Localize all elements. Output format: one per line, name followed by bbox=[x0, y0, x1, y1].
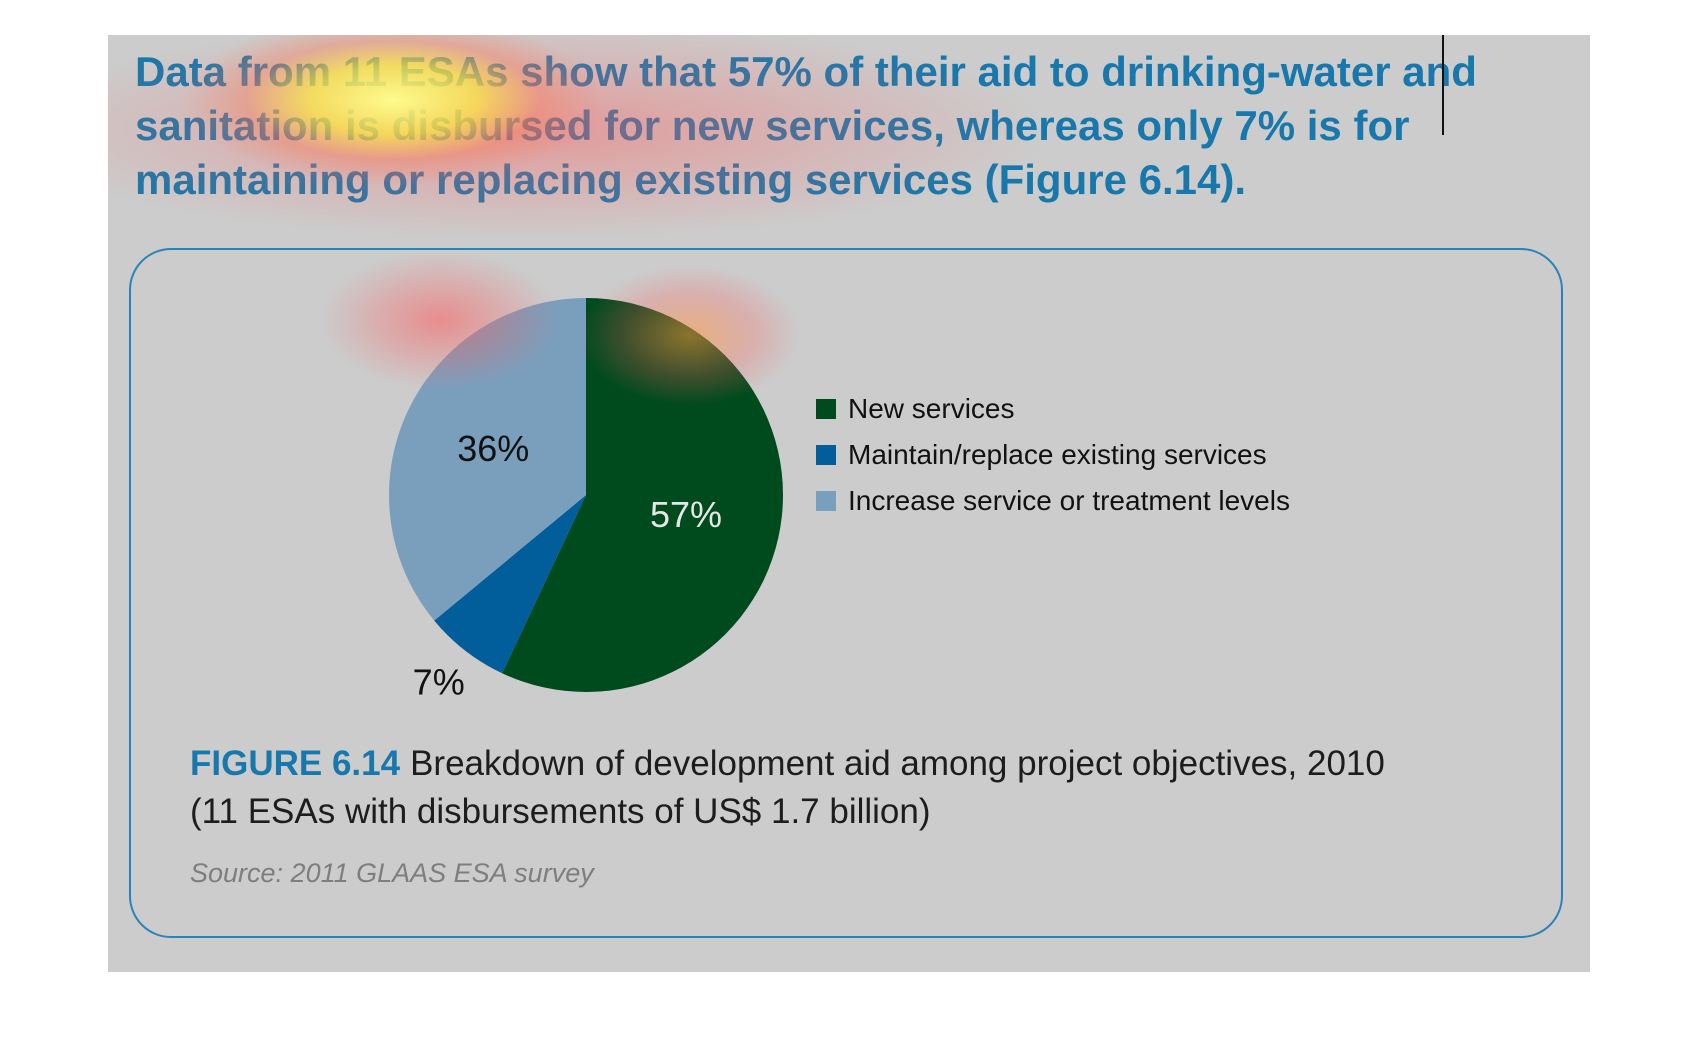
pie-slice-label: 36% bbox=[457, 428, 529, 469]
text-cursor bbox=[1442, 35, 1444, 135]
legend-swatch bbox=[816, 399, 836, 419]
legend-item: Increase service or treatment levels bbox=[816, 478, 1290, 524]
legend-label: Increase service or treatment levels bbox=[848, 485, 1290, 516]
pie-slice-label: 57% bbox=[650, 494, 722, 535]
legend-label: Maintain/replace existing services bbox=[848, 439, 1267, 470]
figure-label: FIGURE 6.14 bbox=[190, 744, 401, 783]
pie-slice-label: 7% bbox=[413, 661, 465, 702]
legend-label: New services bbox=[848, 393, 1015, 424]
figure-frame bbox=[129, 248, 1563, 938]
figure-caption: FIGURE 6.14 Breakdown of development aid … bbox=[190, 740, 1440, 836]
source-note: Source: 2011 GLAAS ESA survey bbox=[190, 858, 594, 888]
figure-caption-text: Breakdown of development aid among proje… bbox=[190, 744, 1385, 831]
legend-swatch bbox=[816, 491, 836, 511]
legend-item: New services bbox=[816, 386, 1290, 432]
chart-legend: New services Maintain/replace existing se… bbox=[816, 386, 1290, 524]
legend-swatch bbox=[816, 445, 836, 465]
pie-slice-maintain-replace-existing-services bbox=[434, 495, 586, 674]
legend-item: Maintain/replace existing services bbox=[816, 432, 1290, 478]
